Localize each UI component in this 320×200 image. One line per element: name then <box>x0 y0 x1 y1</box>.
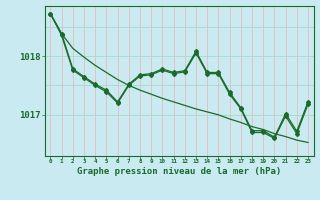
X-axis label: Graphe pression niveau de la mer (hPa): Graphe pression niveau de la mer (hPa) <box>77 167 281 176</box>
